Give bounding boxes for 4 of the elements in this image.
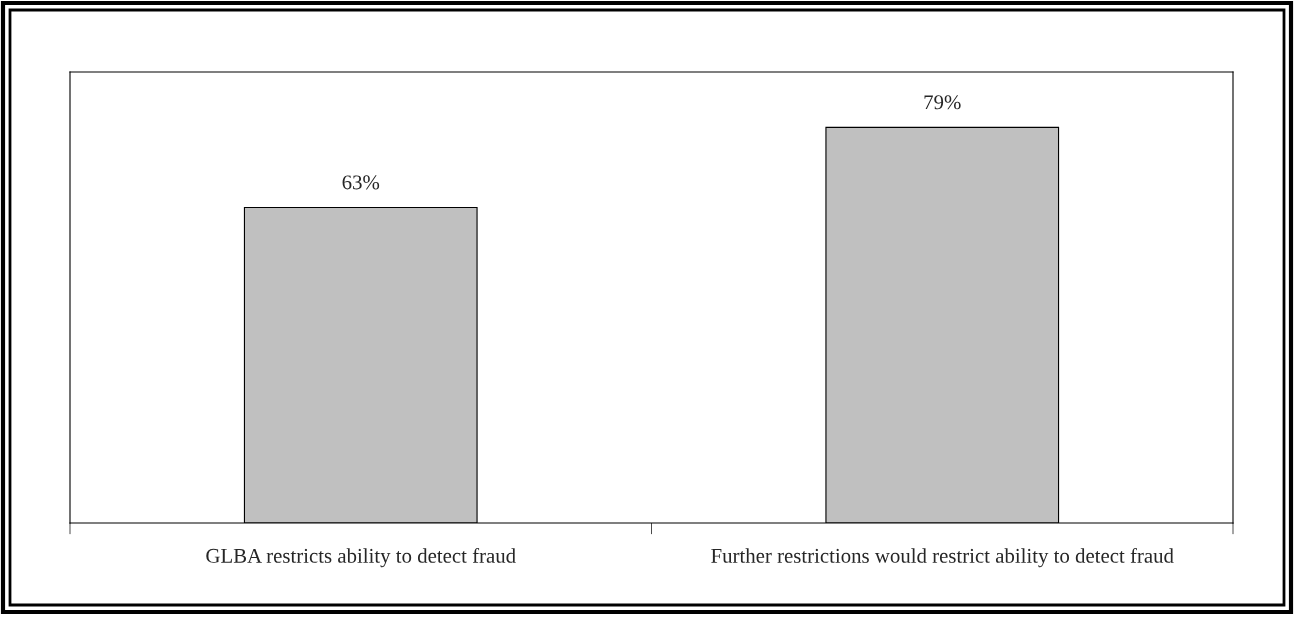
x-tick-label: GLBA restricts ability to detect fraud [206, 548, 516, 568]
data-label: 63% [342, 175, 380, 190]
data-label: 79% [924, 95, 961, 110]
x-tick-label: Further restrictions would restrict ability to detect fraud [711, 548, 1174, 568]
